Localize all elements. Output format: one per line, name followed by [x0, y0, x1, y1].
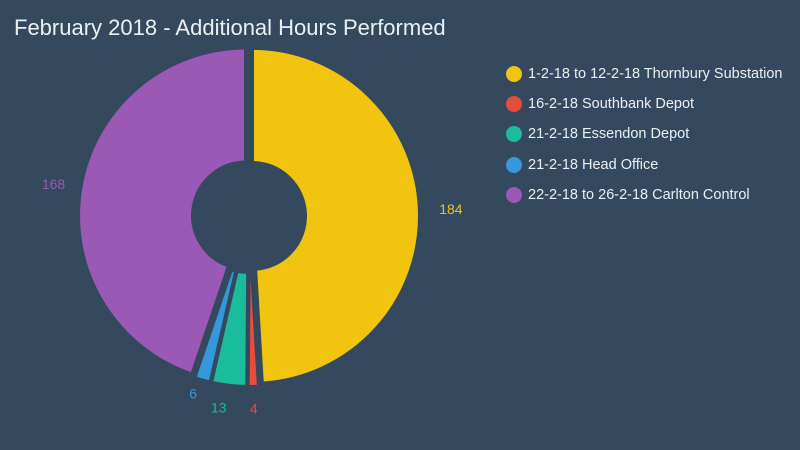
data-label: 184: [439, 201, 463, 217]
legend-item[interactable]: 21-2-18 Essendon Depot: [506, 119, 782, 149]
data-label: 4: [250, 401, 258, 417]
legend-item[interactable]: 16-2-18 Southbank Depot: [506, 89, 782, 119]
data-label: 168: [42, 176, 66, 192]
legend: 1-2-18 to 12-2-18 Thornbury Substation 1…: [506, 59, 782, 210]
donut-slice[interactable]: [249, 45, 422, 386]
legend-swatch-icon: [506, 96, 522, 113]
legend-label: 22-2-18 to 26-2-18 Carlton Control: [528, 186, 750, 203]
legend-item[interactable]: 1-2-18 to 12-2-18 Thornbury Substation: [506, 59, 782, 89]
legend-item[interactable]: 21-2-18 Head Office: [506, 150, 782, 180]
legend-swatch-icon: [506, 186, 522, 203]
data-labels: 184 4 13 6 168: [42, 176, 463, 417]
legend-label: 21-2-18 Essendon Depot: [528, 126, 690, 143]
legend-label: 16-2-18 Southbank Depot: [528, 96, 695, 113]
data-label: 13: [211, 399, 227, 415]
data-label: 6: [189, 385, 197, 401]
donut-slice[interactable]: [191, 266, 239, 386]
donut-slice[interactable]: [76, 45, 249, 378]
legend-swatch-icon: [506, 126, 522, 143]
legend-swatch-icon: [506, 66, 522, 83]
legend-swatch-icon: [506, 156, 522, 173]
donut-slices: [76, 45, 422, 389]
legend-label: 21-2-18 Head Office: [528, 156, 659, 173]
legend-label: 1-2-18 to 12-2-18 Thornbury Substation: [528, 66, 783, 83]
legend-item[interactable]: 22-2-18 to 26-2-18 Carlton Control: [506, 180, 782, 210]
chart-title: February 2018 - Additional Hours Perform…: [14, 15, 446, 40]
